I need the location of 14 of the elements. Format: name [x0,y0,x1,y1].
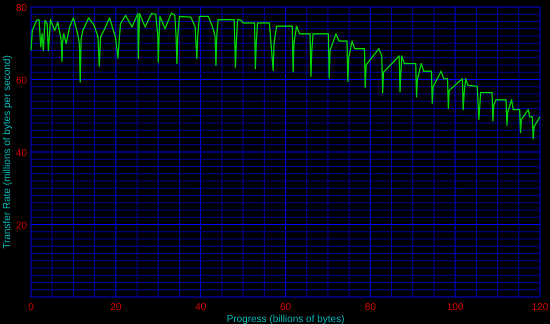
x-tick-label: 40 [195,302,207,313]
y-tick-label: 80 [16,3,28,14]
line-series [30,12,541,140]
x-axis-title: Progress (billions of bytes) [226,314,344,324]
y-axis-title: Transfer Rate (millions of bytes per second) [2,55,13,249]
x-tick-label: 120 [532,302,549,313]
x-tick-label: 60 [280,302,292,313]
y-tick-label: 40 [16,148,28,159]
x-tick-label: 0 [28,302,34,313]
x-tick-label: 80 [364,302,376,313]
y-tick-label: 20 [16,220,28,232]
x-tick-label: 100 [446,302,464,313]
y-tick-label: 60 [16,76,28,86]
x-tick-label: 20 [110,302,122,313]
